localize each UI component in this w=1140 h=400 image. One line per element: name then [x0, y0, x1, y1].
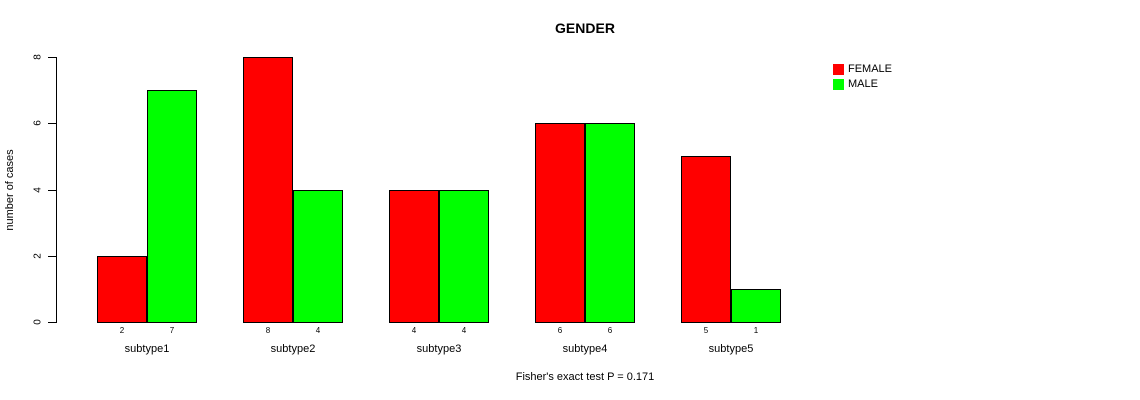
female-color-swatch — [833, 63, 844, 75]
legend: FEMALE MALE — [833, 62, 892, 92]
y-tick-label: 0 — [32, 319, 44, 325]
male-color-swatch — [833, 78, 844, 90]
y-tick-label: 6 — [32, 120, 44, 127]
bar-value-label: 1 — [753, 326, 759, 335]
y-axis-label: number of cases — [4, 149, 16, 231]
bar-female-subtype5 — [681, 156, 731, 323]
bar-male-subtype5 — [731, 288, 781, 323]
y-tick-label: 2 — [32, 252, 44, 259]
legend-label-female: FEMALE — [848, 63, 893, 75]
bar-value-label: 8 — [265, 326, 271, 335]
bar-value-label: 7 — [169, 326, 175, 335]
legend-item-male: MALE — [833, 77, 892, 91]
bar-male-subtype2 — [293, 189, 343, 323]
y-tick-mark — [48, 322, 56, 323]
bar-value-label: 5 — [703, 326, 709, 335]
y-tick-mark — [48, 123, 56, 125]
y-tick-mark — [48, 189, 56, 191]
legend-label-male: MALE — [848, 78, 878, 90]
bar-value-label: 4 — [315, 326, 321, 335]
bar-value-label: 6 — [557, 326, 563, 335]
category-label-subtype4: subtype4 — [562, 343, 608, 355]
y-tick-label: 4 — [32, 186, 44, 193]
y-tick-mark — [48, 57, 56, 58]
bar-female-subtype2 — [243, 57, 293, 323]
category-label-subtype2: subtype2 — [270, 343, 316, 355]
bar-female-subtype3 — [389, 189, 439, 323]
bar-female-subtype4 — [535, 123, 585, 323]
chart-title: GENDER — [555, 20, 615, 36]
bar-value-label: 4 — [411, 326, 417, 335]
category-label-subtype1: subtype1 — [124, 343, 170, 355]
category-label-subtype5: subtype5 — [708, 343, 754, 355]
bar-male-subtype3 — [439, 189, 489, 323]
y-tick-label: 8 — [32, 54, 44, 60]
legend-item-female: FEMALE — [833, 62, 892, 76]
bar-male-subtype1 — [147, 90, 197, 323]
stat-test-caption: Fisher's exact test P = 0.171 — [515, 371, 655, 383]
bar-value-label: 2 — [119, 326, 125, 335]
bar-male-subtype4 — [585, 123, 635, 323]
bar-value-label: 6 — [607, 326, 613, 335]
category-label-subtype3: subtype3 — [416, 343, 462, 355]
y-axis-line — [56, 57, 57, 323]
y-tick-mark — [48, 255, 56, 257]
bar-female-subtype1 — [97, 255, 147, 323]
bar-value-label: 4 — [461, 326, 467, 335]
